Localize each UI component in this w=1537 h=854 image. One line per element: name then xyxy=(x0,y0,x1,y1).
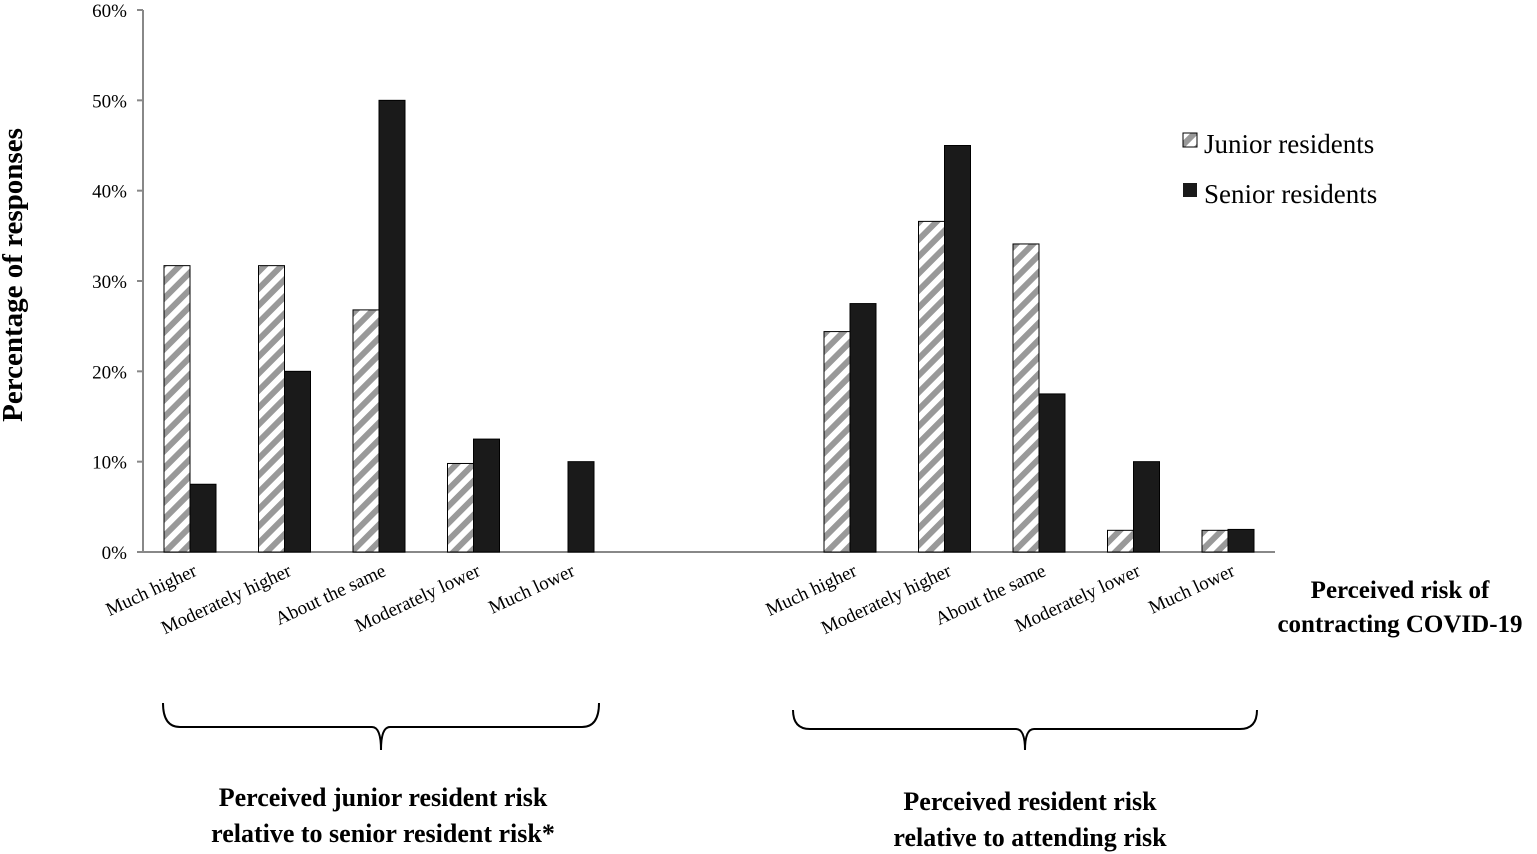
axes xyxy=(142,10,1275,553)
bar-senior xyxy=(1038,393,1066,553)
x-axis-label-line-2: contracting COVID-19 xyxy=(1277,611,1522,638)
x-axis-label-line-1: Perceived risk of xyxy=(1311,577,1490,604)
group-label-left-line-1: Perceived junior resident risk xyxy=(219,783,548,812)
bar-senior xyxy=(1227,528,1255,553)
legend-label-senior: Senior residents xyxy=(1204,179,1377,209)
bar-junior xyxy=(163,265,191,553)
category-label: Much lower xyxy=(1146,560,1239,618)
bar-senior xyxy=(378,99,406,553)
y-tick-label: 10% xyxy=(92,453,127,474)
group-brace-left xyxy=(162,702,600,751)
legend-swatch-senior xyxy=(1183,183,1197,197)
group-label-right-line-1: Perceived resident risk xyxy=(903,787,1157,816)
bar-senior xyxy=(1133,461,1160,553)
group-label-right-line-2: relative to attending risk xyxy=(893,823,1167,852)
legend-swatch-junior xyxy=(1182,132,1198,148)
group-label-left-line-2: relative to senior resident risk* xyxy=(211,819,555,848)
bar-senior xyxy=(567,461,595,553)
bar-junior xyxy=(1107,529,1134,553)
bar-junior xyxy=(352,309,380,553)
y-tick-label: 30% xyxy=(92,272,127,293)
y-tick-label: 20% xyxy=(92,362,127,383)
bar-junior xyxy=(823,331,851,553)
legend: Junior residents Senior residents xyxy=(1182,129,1377,209)
bar-senior xyxy=(944,145,971,553)
bar-junior xyxy=(447,462,474,553)
bars xyxy=(163,99,1255,553)
y-axis-label: Percentage of responses xyxy=(0,128,29,422)
y-tick-label: 60% xyxy=(92,1,127,22)
bar-junior xyxy=(1201,529,1229,553)
y-ticks: 0% 10% 20% 30% 40% 50% 60% xyxy=(92,1,143,564)
bar-junior xyxy=(1012,243,1040,553)
bar-senior xyxy=(189,483,217,553)
bar-junior xyxy=(258,265,285,553)
bar-senior xyxy=(849,303,877,553)
group-braces xyxy=(162,702,1258,751)
group-brace-right xyxy=(792,709,1258,751)
legend-label-junior: Junior residents xyxy=(1204,129,1374,159)
category-label: Much lower xyxy=(486,560,579,618)
y-tick-label: 50% xyxy=(92,91,127,112)
bar-senior xyxy=(473,438,500,553)
y-tick-label: 0% xyxy=(102,543,128,564)
bar-junior xyxy=(918,220,945,553)
y-tick-label: 40% xyxy=(92,182,127,203)
bar-senior xyxy=(284,370,311,553)
